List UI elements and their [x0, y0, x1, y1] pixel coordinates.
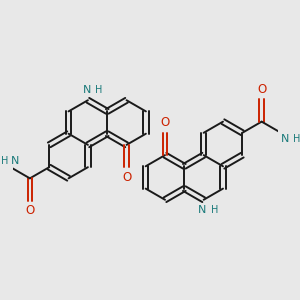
Text: O: O: [257, 83, 266, 96]
Text: H: H: [95, 85, 102, 95]
Text: N: N: [11, 156, 19, 166]
Text: N: N: [198, 205, 207, 214]
Text: O: O: [25, 204, 34, 217]
Text: H: H: [293, 134, 300, 144]
Text: N: N: [281, 134, 290, 144]
Text: O: O: [160, 116, 169, 129]
Text: H: H: [1, 156, 8, 166]
Text: O: O: [122, 171, 131, 184]
Text: H: H: [211, 205, 218, 214]
Text: N: N: [82, 85, 91, 95]
